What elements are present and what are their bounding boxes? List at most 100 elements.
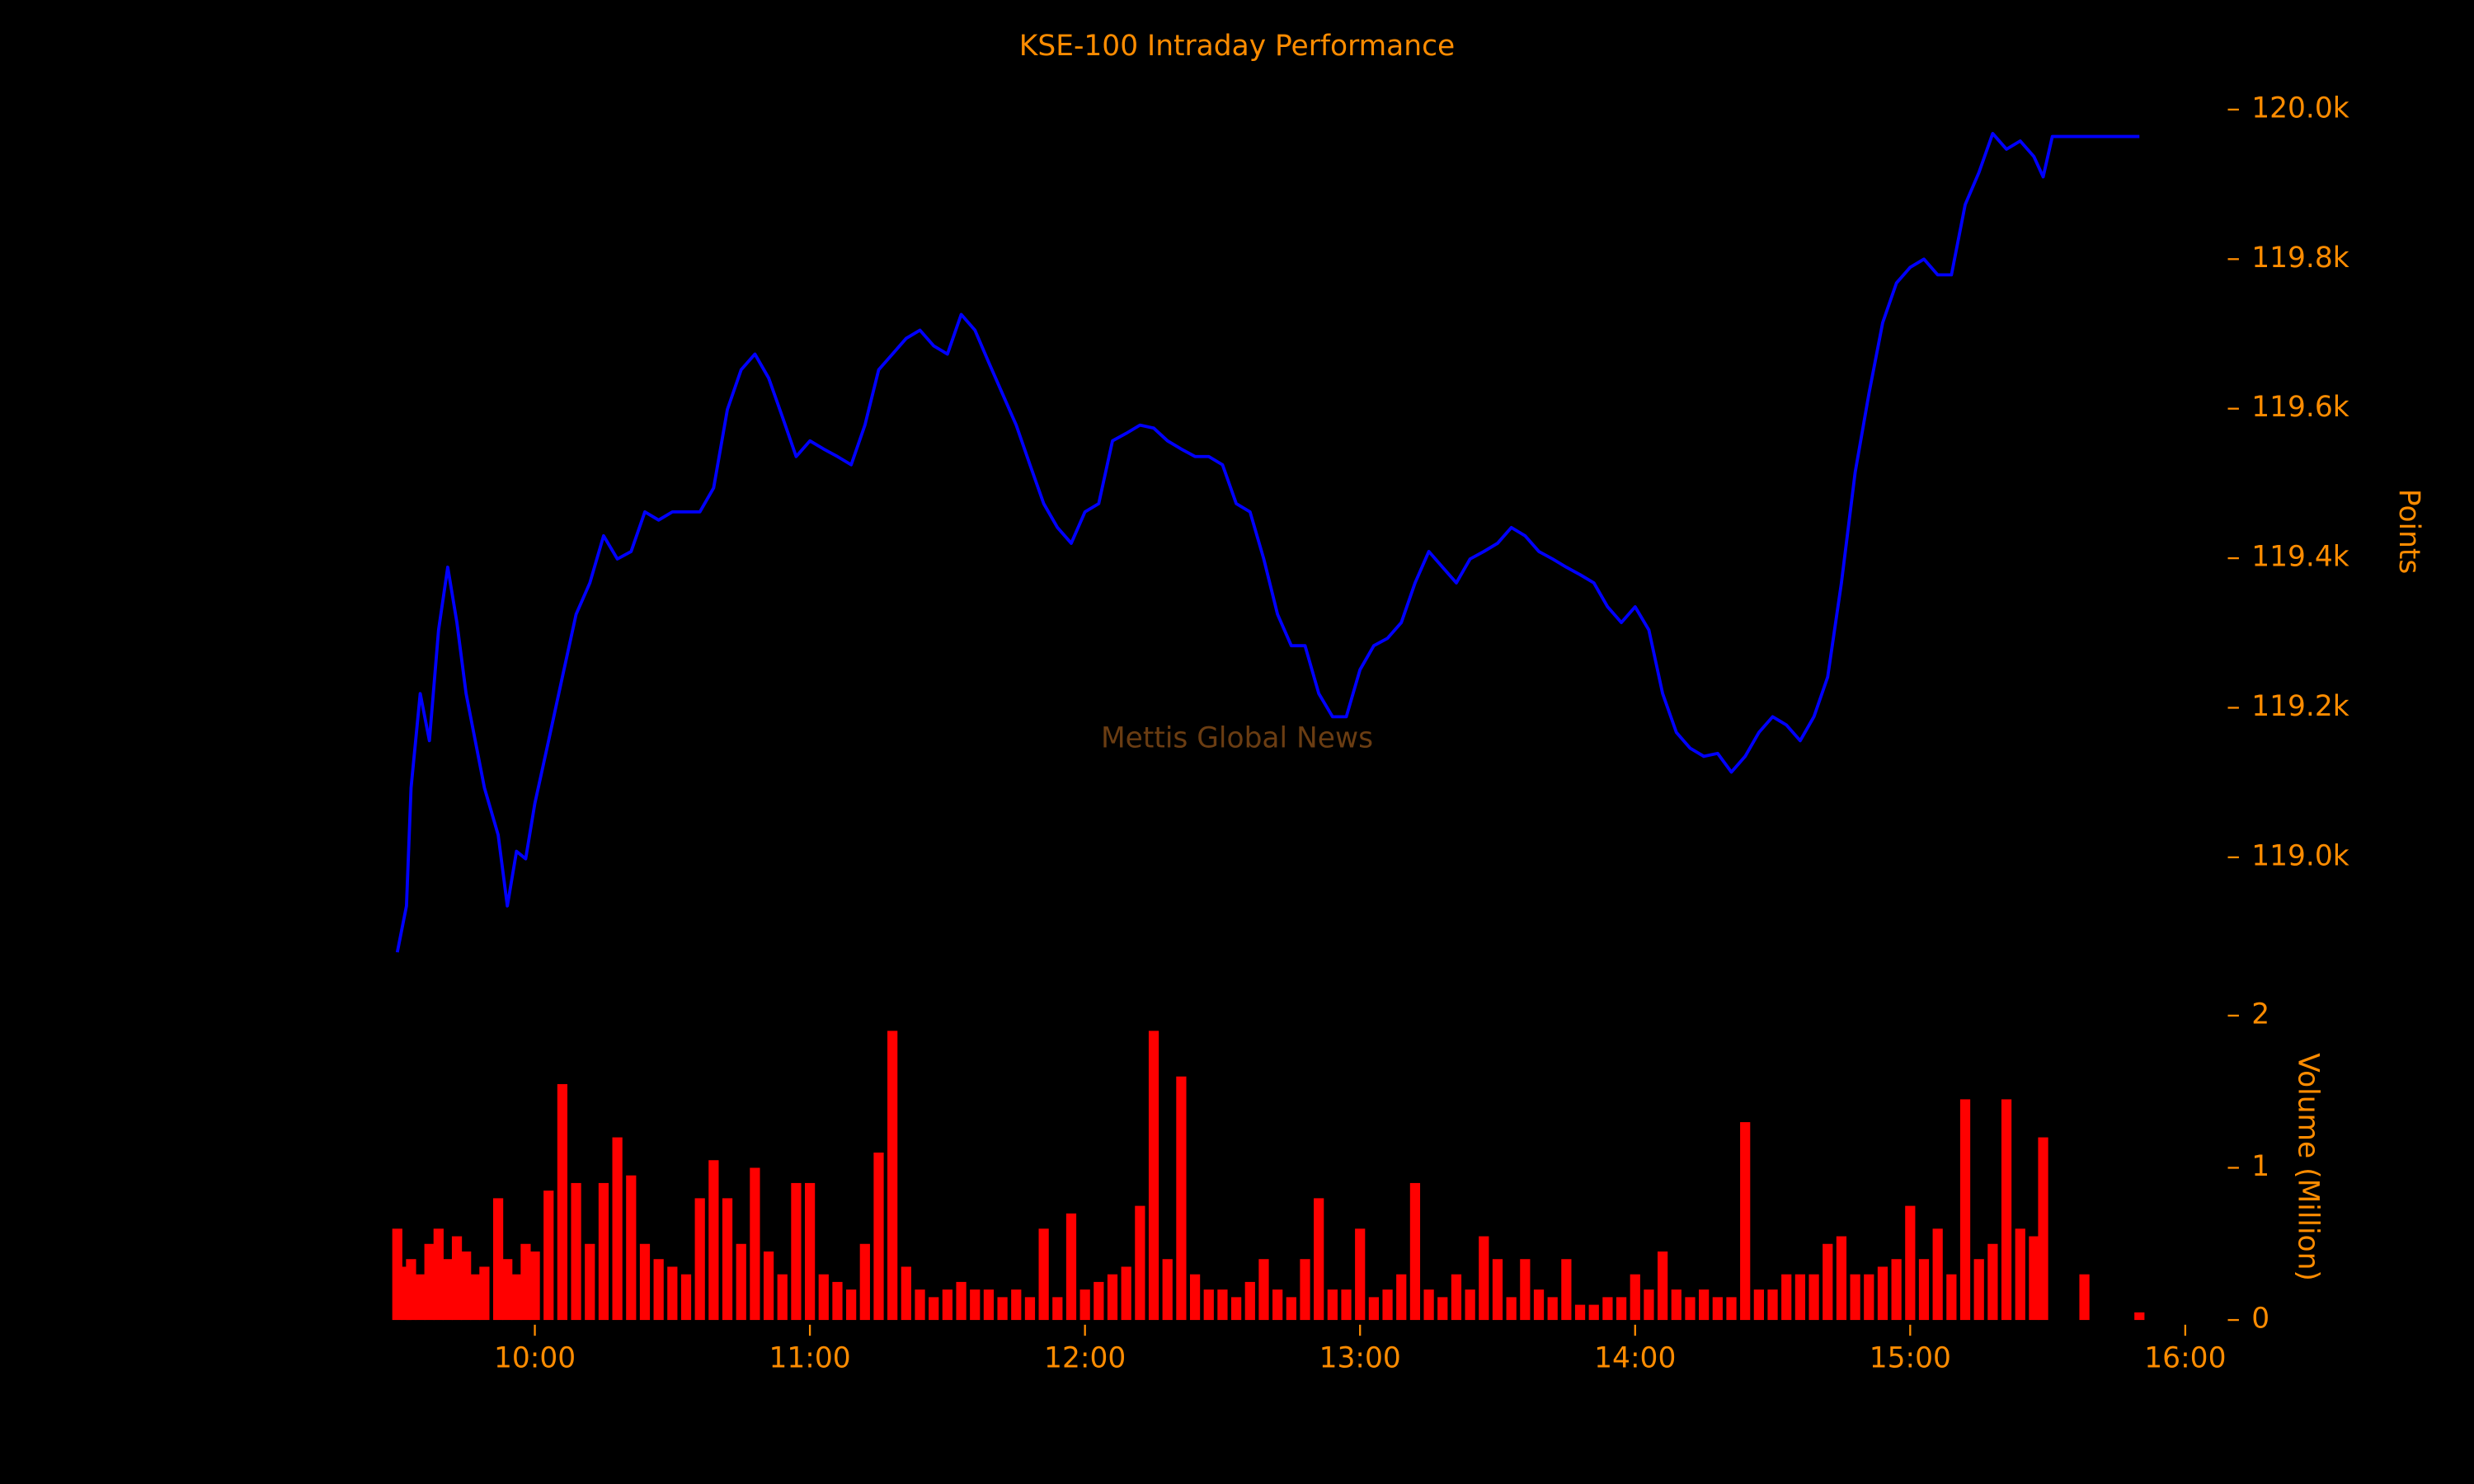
volume-bar xyxy=(653,1259,664,1321)
volume-bar xyxy=(415,1274,426,1321)
volume-bar xyxy=(1094,1281,1104,1321)
volume-bar xyxy=(571,1182,581,1321)
volume-bar xyxy=(2079,1274,2090,1321)
y-tick-label: 120.0k xyxy=(2251,92,2349,124)
volume-bar xyxy=(1712,1297,1723,1321)
volume-bar xyxy=(1905,1205,1916,1321)
chart-title: KSE-100 Intraday Performance xyxy=(1019,30,1455,63)
volume-bar xyxy=(1217,1289,1228,1321)
volume-bar xyxy=(1176,1076,1187,1321)
y-tick-label: 119.0k xyxy=(2251,839,2349,872)
volume-bar xyxy=(1011,1289,1022,1321)
volume-bar xyxy=(859,1243,870,1321)
volume-bar xyxy=(942,1289,953,1321)
volume-bar xyxy=(406,1259,416,1321)
volume-bar xyxy=(1520,1259,1531,1321)
volume-bar xyxy=(1561,1259,1572,1321)
x-tick-label: 11:00 xyxy=(769,1341,851,1374)
volume-bar xyxy=(1959,1099,1971,1321)
y-tick-label: 0 xyxy=(2251,1303,2269,1336)
volume-bar xyxy=(997,1297,1008,1321)
volume-bar xyxy=(1244,1281,1255,1321)
volume-bar xyxy=(887,1031,898,1321)
volume-bar xyxy=(1973,1259,1984,1321)
volume-bar xyxy=(1932,1228,1943,1321)
volume-bar xyxy=(461,1251,472,1321)
volume-bar xyxy=(680,1274,692,1321)
volume-bar xyxy=(667,1266,678,1321)
volume-bar xyxy=(1946,1274,1957,1321)
volume-bar xyxy=(1024,1297,1036,1321)
volume-bar xyxy=(929,1297,939,1321)
volume-bar xyxy=(1409,1182,1421,1321)
volume-bar xyxy=(2134,1312,2145,1321)
y-tick-label: 119.8k xyxy=(2251,242,2349,275)
volume-bar xyxy=(1767,1289,1778,1321)
volume-bar xyxy=(1602,1297,1613,1321)
volume-bar xyxy=(1258,1259,1269,1321)
volume-bar xyxy=(1987,1243,1998,1321)
volume-bar xyxy=(1162,1259,1173,1321)
volume-bar xyxy=(1052,1297,1063,1321)
volume-bar xyxy=(502,1259,513,1321)
volume-bar xyxy=(1314,1198,1324,1321)
volume-bar xyxy=(492,1198,504,1321)
volume-bar xyxy=(1685,1297,1696,1321)
volume-bar xyxy=(1203,1289,1214,1321)
volume-bar xyxy=(1836,1236,1847,1321)
volume-bar xyxy=(1533,1289,1545,1321)
volume-bar xyxy=(1437,1297,1448,1321)
y-tick-label: 1 xyxy=(2251,1150,2269,1183)
volume-bar xyxy=(846,1289,857,1321)
x-tick-label: 16:00 xyxy=(2144,1341,2226,1374)
volume-bar xyxy=(804,1182,816,1321)
volume-bar xyxy=(543,1190,554,1321)
volume-bar xyxy=(1877,1266,1888,1321)
volume-bar xyxy=(1038,1228,1049,1321)
volume-bar xyxy=(442,1259,454,1321)
volume-bar xyxy=(791,1182,802,1321)
volume-bar xyxy=(1616,1297,1627,1321)
x-tick-label: 12:00 xyxy=(1044,1341,1126,1374)
volume-bar xyxy=(612,1137,623,1321)
volume-bar xyxy=(1479,1236,1489,1321)
volume-bar xyxy=(1065,1213,1077,1321)
volume-bar xyxy=(1699,1289,1710,1321)
volume-bar xyxy=(1918,1259,1930,1321)
volume-bar xyxy=(1272,1289,1283,1321)
volume-bar xyxy=(1135,1205,1145,1321)
volume-bar xyxy=(1658,1251,1668,1321)
x-tick-label: 14:00 xyxy=(1594,1341,1676,1374)
volume-bar xyxy=(1423,1289,1434,1321)
volume-bar xyxy=(479,1266,490,1321)
volume-bar xyxy=(1850,1274,1860,1321)
volume-bar xyxy=(639,1243,651,1321)
y-tick-label: 2 xyxy=(2251,998,2269,1031)
volume-bar xyxy=(2015,1228,2025,1321)
volume-bar xyxy=(1794,1274,1806,1321)
volume-bar xyxy=(529,1251,540,1321)
volume-bar xyxy=(626,1175,637,1321)
x-tick-label: 10:00 xyxy=(494,1341,576,1374)
volume-bar xyxy=(511,1274,522,1321)
volume-bar xyxy=(970,1289,981,1321)
volume-bar xyxy=(1726,1297,1737,1321)
x-tick-label: 13:00 xyxy=(1319,1341,1401,1374)
volume-bar xyxy=(818,1274,829,1321)
volume-bar xyxy=(1506,1297,1517,1321)
volume-bar xyxy=(1891,1259,1902,1321)
volume-bar xyxy=(1327,1289,1338,1321)
volume-bar xyxy=(2001,1099,2012,1321)
volume-bar xyxy=(1148,1031,1159,1321)
volume-bar xyxy=(1355,1228,1366,1321)
volume-bar xyxy=(777,1274,788,1321)
volume-bar xyxy=(1588,1304,1599,1321)
volume-bar xyxy=(1382,1289,1393,1321)
volume-bar xyxy=(1492,1259,1503,1321)
volume-bar xyxy=(1300,1259,1310,1321)
volume-bar xyxy=(1823,1243,1833,1321)
volume-bar xyxy=(2038,1137,2048,1321)
volume-bar xyxy=(1368,1297,1380,1321)
y-axis-label: Points xyxy=(2392,489,2425,574)
